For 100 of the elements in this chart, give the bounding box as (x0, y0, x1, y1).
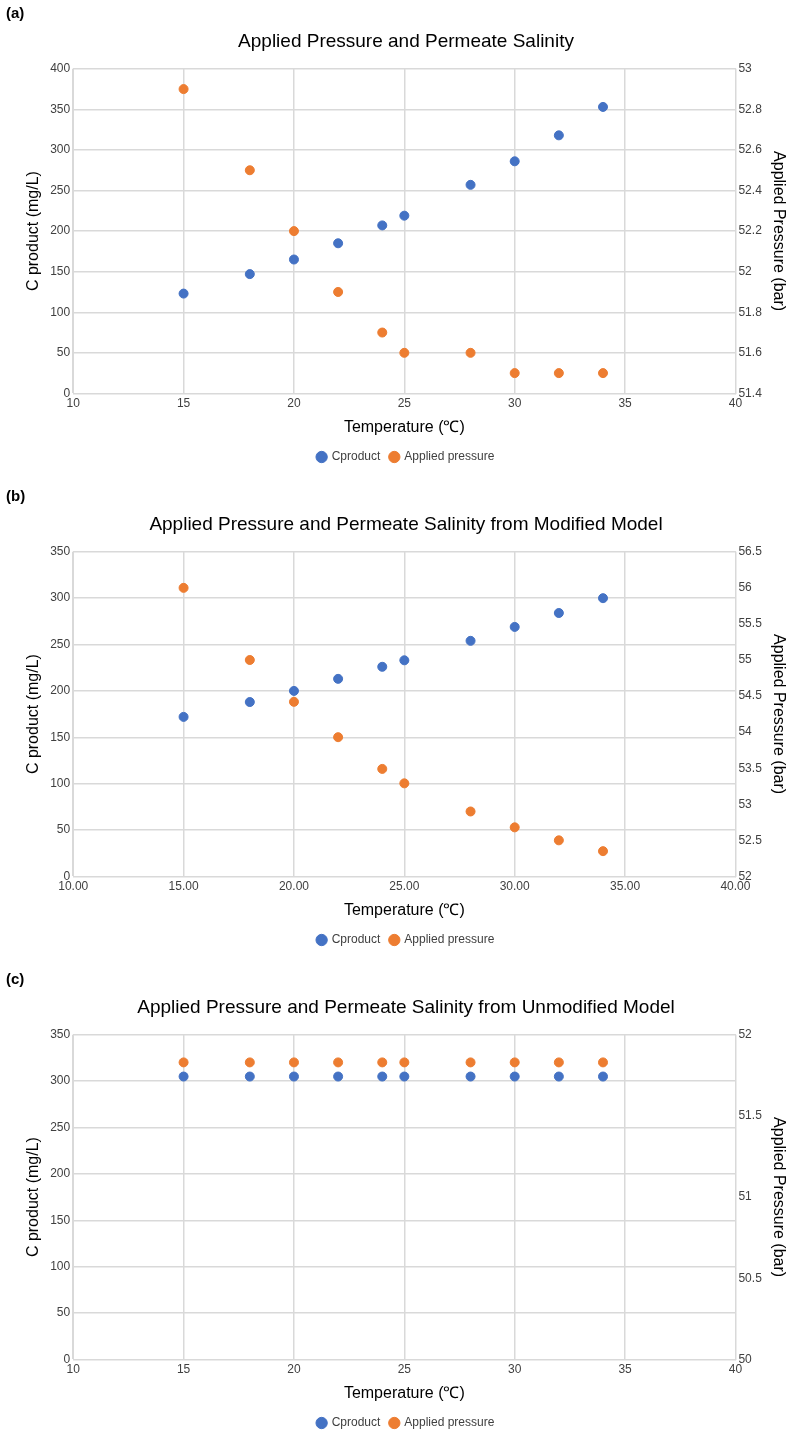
x-axis-title: Temperature (℃) (343, 1383, 465, 1401)
text: (b) (6, 487, 26, 504)
point (509, 156, 520, 167)
legend-label: Applied pressure (404, 932, 495, 947)
y2-tick-label: 52.4 (738, 182, 763, 197)
point (598, 593, 608, 604)
y2-tick-label: 53 (738, 61, 753, 76)
y-tick-label: 50 (56, 345, 71, 360)
y2-tick-label: 51.8 (738, 304, 763, 319)
y2-tick-label: 53.5 (738, 760, 763, 775)
point (399, 347, 410, 358)
y2-tick-label: 52.8 (738, 101, 763, 116)
y-tick-label: 150 (50, 263, 71, 278)
point (377, 661, 388, 672)
y-axis-title: C product (mg/L) (24, 171, 42, 292)
y-tick-label: 50 (56, 822, 71, 837)
x-tick-label: 35 (618, 1361, 633, 1376)
text: (c) (6, 970, 25, 987)
y2-tick-label: 51.5 (738, 1108, 763, 1123)
y2-axis-title: Applied Pressure (bar) (770, 151, 788, 312)
point (244, 655, 255, 665)
point (509, 822, 520, 833)
y2-axis-title: Applied Pressure (bar) (770, 1117, 788, 1278)
y-tick-label: 300 (50, 590, 71, 605)
point (377, 327, 388, 338)
point (178, 288, 189, 299)
y-tick-label: 250 (50, 636, 71, 651)
y-tick-label: 200 (50, 223, 71, 238)
point (399, 210, 410, 221)
point (244, 165, 255, 176)
x-tick-label: 20 (287, 1361, 301, 1376)
y-axis-title: C product (mg/L) (24, 654, 42, 775)
y2-tick-label: 51.6 (738, 345, 763, 360)
y2-tick-label: 53 (738, 796, 753, 811)
y2-tick-label: 54 (738, 724, 753, 739)
legend-label: Applied pressure (404, 449, 495, 464)
legend-label: Cproduct (331, 932, 381, 947)
y2-tick-label: 52.6 (738, 142, 763, 157)
y2-axis-title: Applied Pressure (bar) (770, 634, 788, 795)
y2-tick-label: 52 (738, 263, 753, 278)
y2-tick-label: 55 (738, 652, 753, 667)
y2-tick-label: 52 (738, 1027, 753, 1042)
x-tick-label: 25 (397, 1361, 412, 1376)
chart-title: Applied Pressure and Permeate Salinity (238, 29, 575, 51)
x-tick-label: 15 (176, 1361, 191, 1376)
y-tick-label: 100 (50, 1258, 71, 1273)
point (553, 608, 564, 619)
x-tick-label: 30 (508, 395, 522, 410)
x-tick-label: 35 (618, 395, 633, 410)
y2-tick-label: 51 (738, 1189, 753, 1204)
y2-tick-label: 50.5 (738, 1270, 763, 1285)
y-tick-label: 100 (50, 775, 71, 790)
y-tick-label: 200 (50, 683, 71, 698)
y-tick-label: 300 (50, 142, 71, 157)
x-axis-title: Temperature (℃) (343, 900, 465, 918)
point (399, 778, 410, 789)
y-tick-label: 250 (50, 182, 71, 197)
point (178, 582, 189, 593)
x-tick-label: 20 (287, 395, 301, 410)
y-tick-label: 350 (50, 101, 71, 116)
y-tick-label: 250 (50, 1119, 71, 1134)
x-tick-label: 30 (508, 1361, 522, 1376)
point (465, 635, 476, 646)
y-tick-label: 300 (50, 1073, 71, 1088)
y-tick-label: 150 (50, 1212, 71, 1227)
point (399, 655, 410, 666)
point (465, 179, 476, 190)
point (377, 220, 388, 231)
y-tick-label: 200 (50, 1166, 71, 1181)
x-tick-label: 20.00 (278, 878, 310, 893)
y-tick-label: 400 (50, 61, 71, 76)
y2-tick-label: 55.5 (738, 616, 763, 631)
point (288, 685, 299, 696)
point (288, 226, 299, 237)
x-axis-title: Temperature (℃) (343, 417, 465, 435)
chart-title: Applied Pressure and Permeate Salinity from Modified Model (149, 512, 663, 534)
y2-tick-label: 54.5 (738, 688, 763, 703)
y-tick-label: 50 (56, 1305, 71, 1320)
y-tick-label: 100 (50, 304, 71, 319)
point (333, 238, 344, 249)
y-tick-label: 350 (50, 1027, 71, 1042)
point (244, 269, 255, 280)
point (244, 697, 255, 708)
point (465, 806, 476, 817)
point (509, 621, 520, 632)
legend-label: Applied pressure (404, 1415, 495, 1430)
point (333, 732, 344, 743)
point (178, 711, 189, 722)
y2-tick-label: 52.5 (738, 832, 763, 847)
point (288, 696, 299, 707)
text: (a) (6, 4, 25, 21)
x-tick-label: 25.00 (389, 878, 420, 893)
x-tick-label: 35.00 (610, 878, 641, 893)
x-tick-label: 25 (397, 395, 412, 410)
y-tick-label: 350 (50, 544, 71, 559)
point (598, 846, 608, 857)
point (509, 368, 520, 379)
point (553, 130, 564, 141)
point (465, 347, 476, 358)
point (598, 101, 608, 112)
